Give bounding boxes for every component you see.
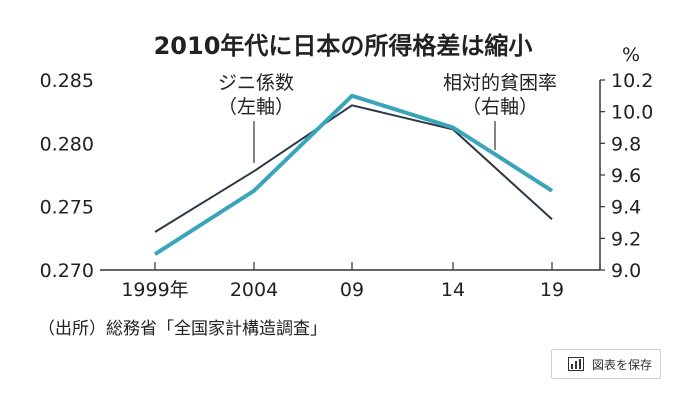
gini-line bbox=[154, 104, 553, 233]
left-tick-label: 0.285 bbox=[40, 70, 94, 92]
left-tick-label: 0.275 bbox=[40, 197, 94, 219]
bar-chart-icon bbox=[568, 357, 584, 371]
right-tick-label: 10.0 bbox=[611, 102, 653, 124]
right-tick-label: 9.4 bbox=[611, 197, 641, 219]
right-tick-label: 9.6 bbox=[611, 165, 641, 187]
x-tick-label: 09 bbox=[340, 279, 364, 301]
right-axis-unit: % bbox=[622, 44, 640, 66]
series-layer bbox=[153, 93, 554, 256]
x-tick-label: 19 bbox=[540, 279, 564, 301]
poverty-label: 相対的貧困率 bbox=[443, 72, 557, 94]
x-tick-label: 2004 bbox=[230, 279, 278, 301]
chart-title: 2010年代に日本の所得格差は縮小 bbox=[154, 32, 533, 60]
save-chart-label: 図表を保存 bbox=[592, 357, 653, 372]
save-chart-button[interactable]: 図表を保存 bbox=[551, 349, 661, 379]
left-tick-label: 0.270 bbox=[40, 260, 94, 282]
source-note: （出所）総務省「全国家計構造調査」 bbox=[38, 319, 327, 339]
left-tick-label: 0.280 bbox=[40, 133, 94, 155]
right-tick-label: 9.0 bbox=[611, 260, 641, 282]
gini-axis-note: （左軸） bbox=[218, 96, 294, 118]
poverty-rate-line bbox=[153, 93, 554, 256]
right-tick-label: 9.8 bbox=[611, 133, 641, 155]
right-tick-label: 9.2 bbox=[611, 228, 641, 250]
gini-label: ジニ係数 bbox=[218, 72, 294, 94]
left-axis: 0.270 0.275 0.280 0.285 bbox=[40, 70, 94, 282]
right-tick-label: 10.2 bbox=[611, 70, 653, 92]
right-axis: 9.0 9.2 9.4 9.6 9.8 10.0 10.2 bbox=[600, 70, 653, 282]
x-tick-label: 14 bbox=[441, 279, 465, 301]
x-tick-label: 1999年 bbox=[121, 279, 188, 301]
poverty-axis-note: （右軸） bbox=[462, 96, 538, 118]
x-axis: 1999年 2004 09 14 19 bbox=[121, 262, 564, 301]
